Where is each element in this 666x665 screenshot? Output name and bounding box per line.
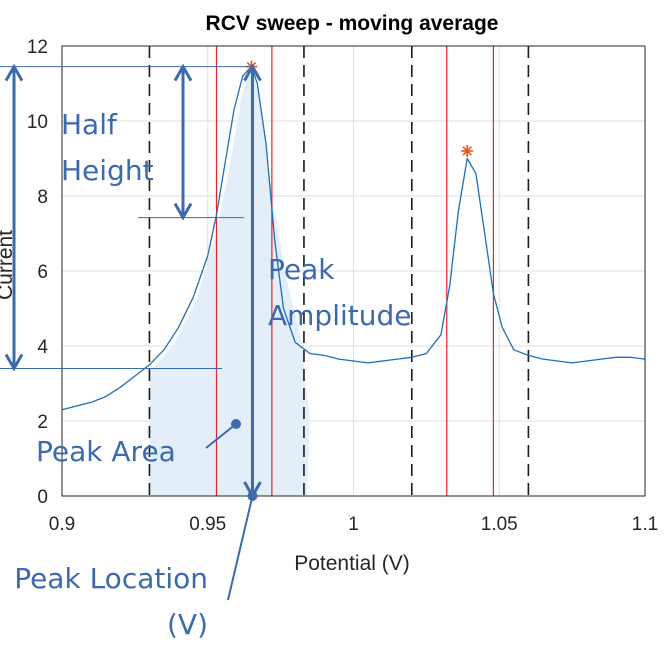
area-shading (149, 66, 310, 496)
total-height-arrow (4, 63, 24, 372)
tick-labels: 0.9 0.95 1 1.05 1.1 0 2 4 6 8 10 12 (27, 37, 658, 535)
x-tick-label: 0.95 (189, 514, 226, 535)
peak-location-label: (V) (167, 608, 208, 641)
peak-area-pointer (205, 423, 237, 449)
reference-lines (148, 46, 530, 496)
peak-area-region (149, 66, 310, 496)
x-tick-label: 0.9 (49, 514, 75, 535)
half-height-arrow-head-top (173, 63, 193, 82)
peak-location-pointer (227, 495, 254, 601)
y-tick-label: 0 (37, 487, 48, 508)
half-height-label: Half (61, 108, 118, 141)
y-tick-label: 8 (37, 187, 48, 208)
total-height-arrow-head-bottom (4, 353, 24, 372)
y-tick-label: 6 (37, 262, 48, 283)
x-tick-label: 1.1 (632, 514, 658, 535)
peak-marker-stroke (462, 146, 472, 156)
total-height-arrow-head-top (4, 63, 24, 82)
peak-area-label: Peak Area (36, 435, 176, 468)
peak-amplitude-label: Peak (268, 253, 335, 286)
peak-amplitude-label: Amplitude (268, 299, 412, 332)
y-tick-label: 2 (37, 412, 48, 433)
y-tick-label: 4 (37, 337, 48, 358)
peak-area-dot (231, 419, 241, 429)
peak-location-dot (247, 491, 258, 501)
half-height-label: Height (61, 154, 154, 187)
x-tick-label: 1 (348, 514, 359, 535)
half-height-arrow-head-bottom (173, 202, 193, 221)
current-series-line (61, 65, 646, 411)
plot-border (61, 45, 646, 497)
half-height-arrow (173, 63, 193, 221)
plot-frame (61, 45, 646, 497)
x-tick-label: 1.05 (481, 514, 518, 535)
x-axis-title: Potential (V) (294, 552, 410, 575)
annotations: Half Height Peak Amplitude Peak Area Peak Loc… (0, 63, 412, 641)
y-tick-label: 12 (27, 37, 48, 58)
peak-marker (461, 145, 474, 157)
peak-amplitude-arrow-head-top (243, 63, 262, 82)
chart-title: RCV sweep - moving average (206, 12, 499, 35)
y-tick-label: 10 (27, 112, 48, 133)
peak-location-label: Peak Location (14, 562, 208, 595)
